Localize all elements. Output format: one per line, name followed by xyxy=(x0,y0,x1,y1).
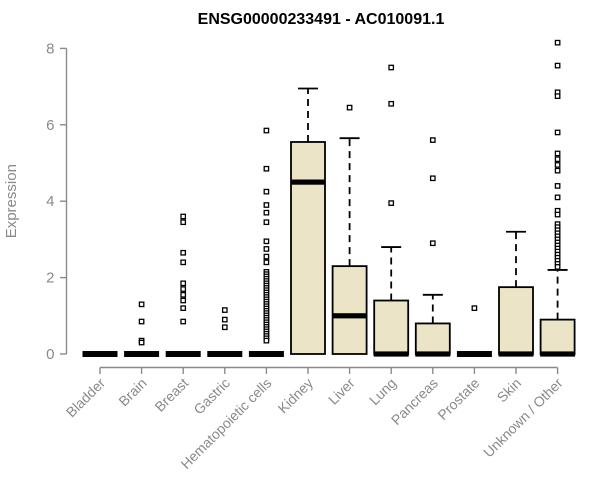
outlier-open-square-icon xyxy=(554,150,561,157)
y-tick-label: 4 xyxy=(46,193,54,210)
outlier-open-square-icon xyxy=(429,175,436,182)
outlier-open-square-icon xyxy=(554,62,561,69)
outlier-open-square-icon xyxy=(263,219,270,226)
outlier-open-square-icon xyxy=(263,337,270,344)
outlier-open-square-icon xyxy=(263,246,270,252)
box-group-skin xyxy=(498,230,534,357)
x-tick-label-prostate: Prostate xyxy=(434,375,482,423)
median-bar xyxy=(415,351,451,357)
outlier-open-square-icon xyxy=(138,301,145,308)
box-rect xyxy=(290,141,326,355)
median-bar xyxy=(248,351,284,357)
outlier-open-square-icon xyxy=(429,137,436,143)
box-group-kidney xyxy=(290,87,326,355)
outlier-open-square-icon xyxy=(554,93,561,99)
outlier-open-square-icon xyxy=(180,280,187,287)
outlier-open-square-icon xyxy=(180,213,187,220)
outlier-open-square-icon xyxy=(388,200,395,206)
box-rect xyxy=(539,318,576,355)
median-bar xyxy=(498,351,534,357)
box-rect xyxy=(373,299,410,355)
outlier-open-square-icon xyxy=(180,305,187,312)
box-group-lung xyxy=(373,64,410,357)
median-bar xyxy=(456,351,492,357)
y-axis-title: Expression xyxy=(3,164,20,238)
outlier-open-square-icon xyxy=(180,318,187,325)
outlier-open-square-icon xyxy=(221,316,228,323)
median-bar xyxy=(290,179,326,185)
x-tick-label-lung: Lung xyxy=(366,375,399,408)
box-group-unknown-other xyxy=(539,39,576,357)
box-group-breast xyxy=(165,213,201,357)
outlier-open-square-icon xyxy=(221,324,228,331)
outlier-open-square-icon xyxy=(388,100,395,107)
outlier-open-square-icon xyxy=(138,318,145,325)
outlier-open-square-icon xyxy=(263,188,270,195)
median-bar xyxy=(373,351,409,357)
outlier-open-square-icon xyxy=(263,202,270,208)
x-tick-label-liver: Liver xyxy=(325,375,358,408)
outlier-open-square-icon xyxy=(180,291,187,298)
box-group-brain xyxy=(124,301,160,357)
outlier-open-square-icon xyxy=(263,253,270,260)
outlier-open-square-icon xyxy=(221,307,228,313)
outlier-open-square-icon xyxy=(554,194,561,201)
outlier-open-square-icon xyxy=(180,259,187,266)
outlier-open-square-icon xyxy=(554,156,561,163)
box-group-bladder xyxy=(82,351,118,357)
median-bar xyxy=(207,351,243,357)
outlier-open-square-icon xyxy=(346,104,353,111)
outlier-open-square-icon xyxy=(554,167,561,174)
outlier-open-square-icon xyxy=(554,129,561,136)
outlier-open-square-icon xyxy=(263,127,270,134)
outlier-open-square-icon xyxy=(263,165,270,172)
median-bar xyxy=(124,351,160,357)
y-tick-label: 2 xyxy=(46,270,54,287)
outlier-open-square-icon xyxy=(263,238,270,245)
outlier-open-square-icon xyxy=(554,162,561,168)
box-rect xyxy=(498,286,534,355)
y-tick-label: 8 xyxy=(46,40,54,57)
median-bar xyxy=(82,351,118,357)
y-axis: 0 2 4 6 8 Expression xyxy=(3,40,68,363)
x-tick-label-brain: Brain xyxy=(115,375,149,409)
outlier-open-square-icon xyxy=(471,305,478,312)
x-tick-label-unknown-other: Unknown / Other xyxy=(480,375,566,461)
outlier-open-square-icon xyxy=(180,219,187,226)
box-group-gastric xyxy=(207,307,243,357)
chart-title: ENSG00000233491 - AC010091.1 xyxy=(197,11,445,28)
box-group-liver xyxy=(331,104,368,355)
outlier-open-square-icon xyxy=(180,249,187,256)
y-tick-label: 6 xyxy=(46,117,54,134)
outlier-open-square-icon xyxy=(554,264,561,270)
box-group-prostate xyxy=(456,305,492,357)
box-group-hematopoietic-cells xyxy=(248,127,284,357)
outlier-open-square-icon xyxy=(138,339,145,346)
box-group-pancreas xyxy=(414,137,451,357)
outlier-open-square-icon xyxy=(388,64,395,71)
x-tick-label-breast: Breast xyxy=(151,375,191,415)
outlier-open-square-icon xyxy=(180,286,187,292)
outlier-open-square-icon xyxy=(554,183,561,189)
outlier-open-square-icon xyxy=(429,240,436,247)
outlier-open-square-icon xyxy=(263,209,270,216)
outlier-open-square-icon xyxy=(180,297,187,304)
y-tick-label: 0 xyxy=(46,346,54,363)
x-tick-label-kidney: Kidney xyxy=(275,375,317,417)
median-bar xyxy=(332,313,368,319)
outlier-open-square-icon xyxy=(554,211,561,218)
outlier-open-square-icon xyxy=(263,259,270,266)
median-bar xyxy=(165,351,201,357)
outlier-open-square-icon xyxy=(554,39,561,46)
median-bar xyxy=(540,351,576,357)
box-rect xyxy=(331,265,368,355)
x-tick-label-bladder: Bladder xyxy=(63,375,109,421)
x-tick-label-skin: Skin xyxy=(494,375,525,406)
box-rect xyxy=(414,322,451,355)
